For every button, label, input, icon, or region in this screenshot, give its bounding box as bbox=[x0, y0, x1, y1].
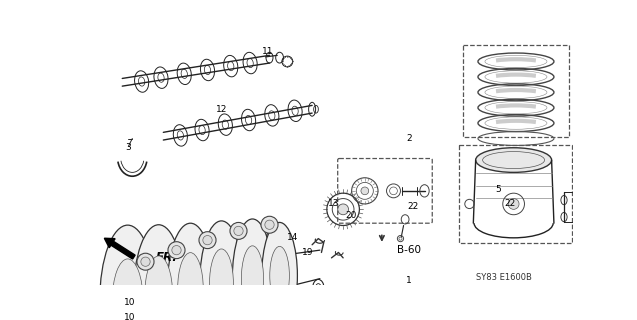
Ellipse shape bbox=[178, 253, 203, 320]
Text: 3: 3 bbox=[125, 143, 131, 152]
Text: 12: 12 bbox=[216, 105, 227, 114]
Ellipse shape bbox=[234, 226, 243, 236]
Ellipse shape bbox=[112, 259, 143, 320]
Ellipse shape bbox=[210, 249, 233, 317]
Text: B-60: B-60 bbox=[397, 245, 421, 255]
Ellipse shape bbox=[141, 257, 150, 266]
Ellipse shape bbox=[241, 246, 264, 311]
Ellipse shape bbox=[167, 223, 213, 320]
Text: 10: 10 bbox=[124, 313, 136, 320]
Ellipse shape bbox=[200, 221, 243, 320]
Text: 14: 14 bbox=[287, 233, 299, 242]
Ellipse shape bbox=[100, 225, 155, 320]
Ellipse shape bbox=[361, 187, 369, 195]
Bar bbox=[463, 44, 569, 137]
Text: 10: 10 bbox=[124, 298, 136, 307]
Text: 13: 13 bbox=[328, 199, 340, 208]
Ellipse shape bbox=[199, 232, 216, 249]
Ellipse shape bbox=[230, 222, 247, 239]
Ellipse shape bbox=[233, 219, 273, 320]
Ellipse shape bbox=[261, 216, 278, 233]
Text: 1: 1 bbox=[406, 276, 412, 285]
Ellipse shape bbox=[476, 148, 552, 172]
Ellipse shape bbox=[270, 246, 289, 305]
Bar bbox=[459, 145, 572, 243]
Ellipse shape bbox=[265, 220, 274, 229]
Ellipse shape bbox=[168, 242, 185, 259]
Ellipse shape bbox=[203, 236, 212, 245]
Text: 22: 22 bbox=[504, 199, 515, 208]
Text: 11: 11 bbox=[262, 47, 274, 56]
FancyArrow shape bbox=[104, 238, 135, 259]
Ellipse shape bbox=[172, 245, 181, 255]
Text: 20: 20 bbox=[345, 211, 357, 220]
Text: 19: 19 bbox=[302, 248, 313, 257]
Ellipse shape bbox=[508, 198, 519, 209]
Ellipse shape bbox=[134, 225, 184, 320]
Ellipse shape bbox=[137, 253, 154, 270]
Text: 22: 22 bbox=[407, 202, 419, 211]
Text: SY83 E1600B: SY83 E1600B bbox=[476, 273, 533, 282]
Ellipse shape bbox=[338, 204, 348, 215]
Ellipse shape bbox=[145, 256, 173, 320]
Ellipse shape bbox=[262, 222, 297, 320]
Text: 2: 2 bbox=[406, 134, 412, 143]
Text: 5: 5 bbox=[495, 185, 501, 194]
Text: FR.: FR. bbox=[155, 251, 177, 264]
